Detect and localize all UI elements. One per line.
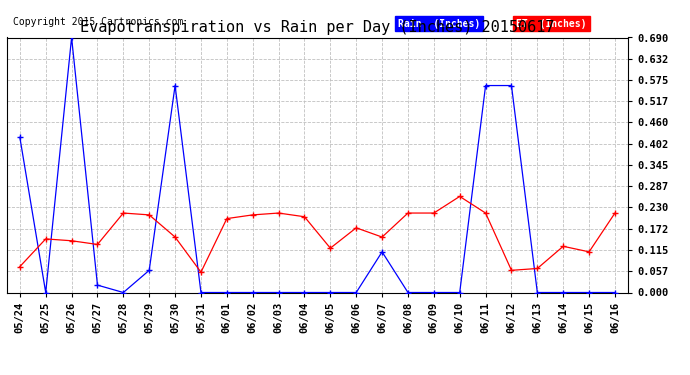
- Title: Evapotranspiration vs Rain per Day (Inches) 20150617: Evapotranspiration vs Rain per Day (Inch…: [80, 20, 555, 35]
- Text: Copyright 2015 Cartronics.com: Copyright 2015 Cartronics.com: [13, 17, 184, 27]
- Text: Rain  (Inches): Rain (Inches): [398, 18, 480, 28]
- Text: ET  (Inches): ET (Inches): [516, 19, 586, 28]
